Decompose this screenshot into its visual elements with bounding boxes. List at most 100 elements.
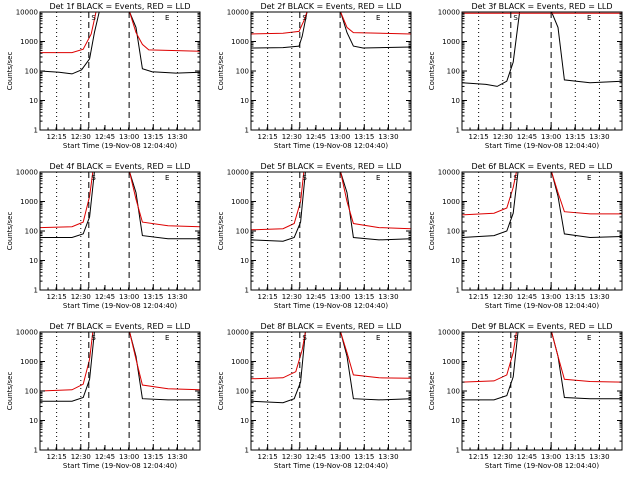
x-tick-label: 12:15 [469,453,489,461]
lld-series-line [40,332,200,392]
y-tick-label: 10 [240,417,249,425]
y-tick-label: 100 [25,228,38,236]
interval-marker-label: S [302,14,307,22]
x-tick-label: 12:30 [282,133,302,141]
x-tick-label: 12:45 [306,293,326,301]
lld-series-line [462,172,622,216]
y-tick-label: 1000 [442,38,460,46]
x-tick-label: 13:00 [330,293,350,301]
interval-marker-label: E [376,14,380,22]
x-tick-label: 13:15 [143,133,163,141]
panel-title: Det 5f BLACK = Events, RED = LLD [260,162,401,171]
x-tick-label: 13:15 [354,293,374,301]
x-tick-label: 12:15 [469,293,489,301]
plot-frame [461,331,623,451]
y-tick-label: 10000 [438,9,460,17]
detector-panel-2: Det 2f BLACK = Events, RED = LLD S E 1 10 100… [217,2,412,150]
x-tick-label: 13:00 [330,453,350,461]
x-tick-label: 12:15 [47,133,67,141]
x-axis-label: Start Time (19-Nov-08 12:04:40) [274,462,388,470]
x-tick-label: 12:45 [306,453,326,461]
x-tick-label: 13:30 [378,293,398,301]
interval-marker-label: E [165,174,169,182]
x-tick-label: 13:00 [119,133,139,141]
y-tick-label: 10000 [16,9,38,17]
x-tick-label: 13:15 [354,133,374,141]
x-tick-label: 12:45 [306,133,326,141]
y-tick-label: 1000 [231,198,249,206]
x-tick-label: 13:30 [589,453,609,461]
x-tick-label: 13:30 [167,133,187,141]
plot-frame [461,171,623,291]
x-tick-label: 13:30 [167,453,187,461]
y-tick-label: 1 [456,447,460,455]
y-tick-label: 10 [451,257,460,265]
x-axis-label: Start Time (19-Nov-08 12:04:40) [485,462,599,470]
x-tick-label: 13:15 [565,453,585,461]
x-axis-label: Start Time (19-Nov-08 12:04:40) [274,142,388,150]
y-tick-label: 1 [34,447,38,455]
lld-series-line [251,332,411,380]
plot-frame [39,11,201,131]
interval-marker-label: S [91,14,96,22]
x-axis-label: Start Time (19-Nov-08 12:04:40) [274,302,388,310]
detector-panel-4: Det 4f BLACK = Events, RED = LLD S E 1 10 100… [6,162,201,310]
y-tick-label: 1 [245,127,249,135]
y-tick-label: 1 [34,287,38,295]
y-tick-label: 1000 [442,198,460,206]
lld-series-line [40,172,200,229]
y-axis-label: Counts/sec [428,372,436,411]
y-tick-label: 100 [447,228,460,236]
x-tick-label: 12:15 [47,453,67,461]
x-tick-label: 13:00 [119,453,139,461]
x-tick-label: 12:30 [493,133,513,141]
x-axis-label: Start Time (19-Nov-08 12:04:40) [63,142,177,150]
x-tick-label: 13:30 [167,293,187,301]
y-axis-label: Counts/sec [217,212,225,251]
y-tick-label: 1000 [20,198,38,206]
y-tick-label: 1 [34,127,38,135]
y-tick-label: 100 [447,388,460,396]
y-tick-label: 1000 [20,358,38,366]
x-tick-label: 13:00 [119,293,139,301]
y-axis-label: Counts/sec [6,372,14,411]
detector-panel-5: Det 5f BLACK = Events, RED = LLD S E 1 10 100… [217,162,412,310]
plot-frame [250,11,412,131]
events-series-line [251,332,411,404]
y-tick-label: 10 [240,97,249,105]
panel-title: Det 6f BLACK = Events, RED = LLD [471,162,612,171]
x-tick-label: 12:30 [493,453,513,461]
y-tick-label: 100 [25,388,38,396]
interval-marker-label: S [513,334,518,342]
y-tick-label: 100 [236,228,249,236]
y-tick-label: 10 [451,417,460,425]
events-series-line [251,12,411,49]
x-tick-label: 12:45 [95,453,115,461]
x-tick-label: 12:15 [258,133,278,141]
lld-series-line [40,12,200,54]
x-tick-label: 13:15 [143,453,163,461]
panel-title: Det 1f BLACK = Events, RED = LLD [49,2,190,11]
interval-marker-label: S [91,174,96,182]
y-tick-label: 1 [245,287,249,295]
x-tick-label: 13:30 [378,133,398,141]
y-tick-label: 1000 [20,38,38,46]
y-tick-label: 10000 [438,169,460,177]
x-tick-label: 12:15 [258,453,278,461]
x-tick-label: 12:45 [517,453,537,461]
interval-marker-label: E [587,334,591,342]
y-tick-label: 100 [25,68,38,76]
interval-marker-label: E [587,14,591,22]
x-tick-label: 12:45 [95,133,115,141]
events-series-line [40,172,200,240]
y-tick-label: 10000 [438,329,460,337]
y-tick-label: 100 [447,68,460,76]
x-tick-label: 12:15 [258,293,278,301]
detector-panel-7: Det 7f BLACK = Events, RED = LLD S E 1 10 100… [6,322,201,470]
interval-marker-label: E [165,334,169,342]
x-tick-label: 13:30 [378,453,398,461]
x-tick-label: 13:15 [565,133,585,141]
x-axis-label: Start Time (19-Nov-08 12:04:40) [63,302,177,310]
y-tick-label: 10000 [227,9,249,17]
interval-marker-label: E [165,14,169,22]
